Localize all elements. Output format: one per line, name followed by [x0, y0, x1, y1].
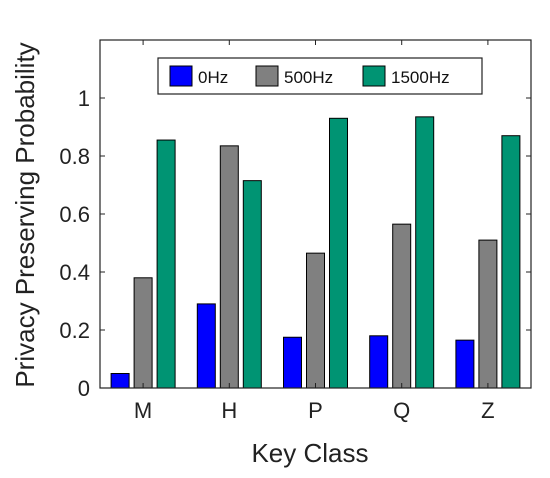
legend-label-500hz: 500Hz — [284, 68, 333, 87]
legend-swatch-1500hz — [362, 65, 386, 87]
y-tick-label: 0.2 — [59, 318, 90, 343]
bar-z-0hz — [455, 339, 475, 389]
bar-h-0hz — [196, 303, 216, 389]
bar-q-1500hz — [415, 116, 435, 389]
legend-label-0hz: 0Hz — [198, 68, 228, 87]
legend-label-1500hz: 1500Hz — [391, 68, 450, 87]
bar-q-500hz — [392, 223, 412, 389]
plot-frame — [99, 39, 532, 389]
bar-p-500hz — [306, 252, 325, 389]
x-tick-label: M — [134, 398, 152, 423]
x-tick-label: Z — [481, 398, 494, 423]
legend: 0Hz 500Hz 1500Hz — [157, 57, 483, 95]
bar-m-0hz — [110, 373, 130, 389]
bar-m-1500hz — [156, 139, 176, 389]
y-tick-label: 1 — [78, 86, 90, 111]
x-tick-label: H — [221, 398, 237, 423]
legend-swatch-500hz — [255, 65, 279, 87]
legend-box — [157, 57, 483, 95]
x-tick-label: P — [308, 398, 323, 423]
y-tick-label: 0.4 — [59, 260, 90, 285]
bar-p-0hz — [283, 336, 302, 389]
x-tick-label: Q — [393, 398, 410, 423]
bar-h-500hz — [219, 145, 239, 389]
bar-q-0hz — [369, 335, 389, 389]
bar-m-500hz — [133, 277, 153, 389]
y-tick-label: 0.6 — [59, 202, 90, 227]
y-tick-label: 0 — [78, 376, 90, 401]
y-axis-title: Privacy Preserving Probability — [10, 42, 40, 387]
axes: M H P Q Z 0 0.2 0.4 0.6 0.8 1 — [59, 39, 532, 423]
bar-z-500hz — [478, 239, 498, 389]
y-tick-label: 0.8 — [59, 144, 90, 169]
bar-h-1500hz — [242, 180, 262, 389]
bar-z-1500hz — [501, 135, 521, 389]
bar-p-1500hz — [329, 117, 348, 389]
legend-swatch-0hz — [169, 65, 193, 87]
x-axis-title: Key Class — [251, 438, 368, 468]
